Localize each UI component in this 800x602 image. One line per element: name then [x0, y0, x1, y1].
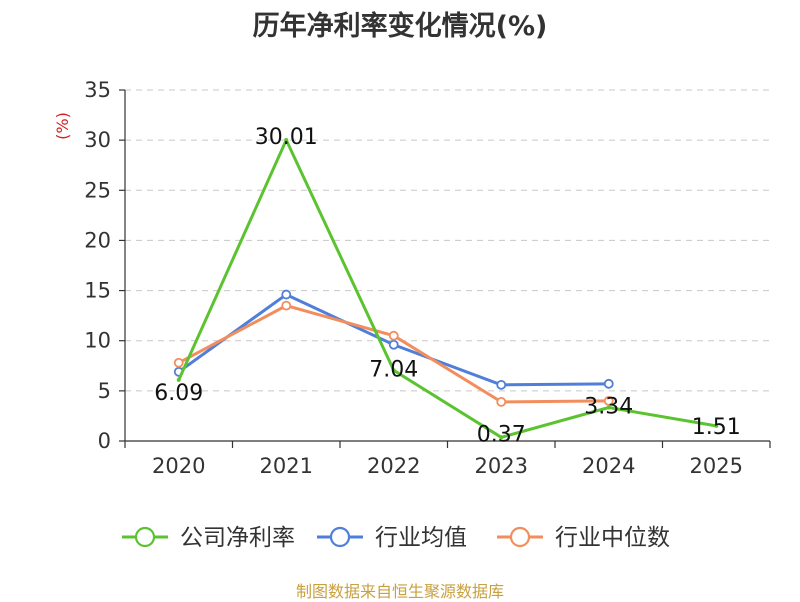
series-lines	[173, 138, 719, 440]
chart-title: 历年净利率变化情况(%)	[252, 11, 548, 42]
data-labels: 6.09 30.01 7.04 0.37 3.34 1.51	[154, 125, 740, 447]
data-label: 7.04	[369, 357, 418, 382]
data-label: 30.01	[255, 125, 318, 150]
series-point-0	[176, 377, 181, 382]
series-point-0	[391, 368, 396, 373]
x-tick-label: 2021	[260, 454, 313, 478]
x-tick-label: 2020	[152, 454, 205, 478]
y-tick-label: 30	[84, 128, 111, 152]
y-tick-label: 0	[98, 429, 111, 453]
legend-swatch-marker	[509, 526, 531, 548]
y-tick-label: 10	[84, 329, 111, 353]
source-note: 制图数据来自恒生聚源数据库	[295, 582, 504, 601]
series-line-0	[177, 138, 717, 439]
data-label: 6.09	[154, 381, 203, 406]
x-tick-label: 2022	[367, 454, 420, 478]
series-point-1	[388, 339, 399, 350]
series-point-0	[606, 405, 611, 410]
y-unit-label: (%)	[53, 112, 72, 140]
series-point-1	[603, 378, 614, 389]
series-point-2	[173, 357, 184, 368]
legend-label: 公司净利率	[180, 525, 295, 551]
series-point-2	[496, 396, 507, 407]
legend-swatch-marker	[329, 526, 351, 548]
series-point-2	[603, 395, 614, 406]
grid-lines	[125, 89, 770, 392]
series-point-0	[284, 138, 289, 143]
data-label: 1.51	[692, 415, 741, 440]
x-tick-label: 2023	[475, 454, 528, 478]
y-tick-label: 20	[84, 228, 111, 252]
legend: 公司净利率 行业均值 行业中位数	[122, 525, 670, 551]
legend-label: 行业中位数	[555, 525, 670, 551]
data-label: 3.34	[584, 395, 633, 420]
x-tick-label: 2024	[582, 454, 635, 478]
series-point-2	[388, 330, 399, 341]
y-tick-label: 25	[84, 178, 111, 202]
y-tick-label: 15	[84, 279, 111, 303]
series-point-0	[499, 435, 504, 440]
series-point-1	[281, 289, 292, 300]
y-tick-label: 35	[84, 78, 111, 102]
y-tick-label: 5	[98, 379, 111, 403]
x-tick-label: 2025	[690, 454, 743, 478]
series-point-1	[496, 379, 507, 390]
legend-label: 行业均值	[375, 525, 467, 551]
data-label: 0.37	[477, 422, 526, 447]
series-point-0	[714, 423, 719, 428]
series-point-2	[281, 300, 292, 311]
legend-swatch-marker	[134, 526, 156, 548]
series-line-2	[178, 304, 609, 404]
